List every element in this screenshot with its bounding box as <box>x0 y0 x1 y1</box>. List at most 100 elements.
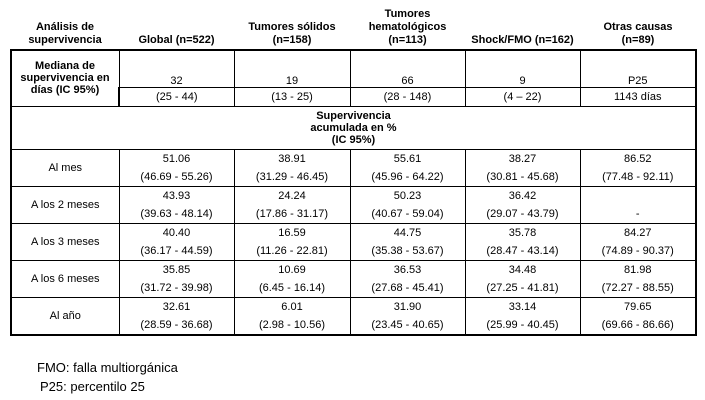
table-cell: 36.53 (27.68 - 45.41) <box>349 259 466 298</box>
header-global: Global (n=522) <box>119 8 234 51</box>
header-hematologic-tumors: Tumores hematológicos (n=113) <box>350 8 465 51</box>
median-value: 66 <box>349 49 466 88</box>
table-cell: 86.52 (77.48 - 92.11) <box>579 148 697 187</box>
cell-ci: (40.67 - 59.04) <box>371 207 444 220</box>
table-cell: 10.69 (6.45 - 16.14) <box>233 259 351 298</box>
cell-ci: (29.07 - 43.79) <box>486 207 559 220</box>
median-ci: (4 – 22) <box>464 86 581 107</box>
cell-ci: (77.48 - 92.11) <box>602 170 674 183</box>
table-cell: 51.06 (46.69 - 55.26) <box>118 148 235 187</box>
cell-ci: (46.69 - 55.26) <box>140 170 213 183</box>
cell-value: 43.93 <box>162 189 191 202</box>
median-ci: 1143 días <box>579 86 697 107</box>
table-cell: 38.91 (31.29 - 46.45) <box>233 148 351 187</box>
median-ci: (13 - 25) <box>233 86 351 107</box>
table-cell: 38.27 (30.81 - 45.68) <box>464 148 581 187</box>
cell-value: 32.61 <box>162 300 191 313</box>
cell-ci: (17.86 - 31.17) <box>255 207 329 220</box>
median-value: 19 <box>233 49 351 88</box>
cell-ci: (31.29 - 46.45) <box>255 170 329 183</box>
table-row: A los 2 meses 43.93 (39.63 - 48.14) 24.2… <box>10 185 697 224</box>
median-ci: (28 - 148) <box>349 86 466 107</box>
median-row-values: Mediana de supervivencia en días (IC 95%… <box>10 49 697 107</box>
table-cell: 6.01 (2.98 - 10.56) <box>233 296 351 336</box>
table-cell: 35.85 (31.72 - 39.98) <box>118 259 235 298</box>
cell-value: 40.40 <box>162 226 191 239</box>
median-value: 32 <box>118 49 235 88</box>
cell-value: 24.24 <box>278 189 306 202</box>
cell-ci: (69.66 - 86.66) <box>601 318 674 331</box>
header-solid-tumors: Tumores sólidos (n=158) <box>234 8 350 51</box>
cell-value: 86.52 <box>623 152 652 165</box>
table-cell: 24.24 (17.86 - 31.17) <box>233 185 351 224</box>
cell-value: 6.01 <box>281 300 303 313</box>
median-value: P25 <box>579 49 697 88</box>
table-cell: 36.42 (29.07 - 43.79) <box>464 185 581 224</box>
cell-ci: (39.63 - 48.14) <box>140 207 213 220</box>
table-cell: 79.65 (69.66 - 86.66) <box>579 296 697 336</box>
table-header: Análisis de supervivencia Global (n=522)… <box>11 8 696 51</box>
header-other-causes: Otras causas (n=89) <box>580 8 696 51</box>
cell-ci: (2.98 - 10.56) <box>258 318 326 331</box>
cell-value: 33.14 <box>508 300 537 313</box>
footnotes: FMO: falla multiorgánica P25: percentilo… <box>37 358 178 396</box>
table-cell: 40.40 (36.17 - 44.59) <box>118 222 235 261</box>
table-cell: 50.23 (40.67 - 59.04) <box>349 185 466 224</box>
cell-ci: (74.89 - 90.37) <box>601 244 674 257</box>
table-row: Al año 32.61 (28.59 - 36.68) 6.01 (2.98 … <box>10 296 697 336</box>
cell-ci: (45.96 - 64.22) <box>371 170 444 183</box>
cell-ci: (28.59 - 36.68) <box>140 318 213 331</box>
cell-value: 35.78 <box>508 226 537 239</box>
table-cell: 16.59 (11.26 - 22.81) <box>233 222 351 261</box>
cell-ci: (25.99 - 40.45) <box>486 318 559 331</box>
row-label: A los 6 meses <box>10 259 120 298</box>
cell-value: 84.27 <box>623 226 652 239</box>
row-label: A los 3 meses <box>10 222 120 261</box>
cell-ci: (23.45 - 40.65) <box>371 318 444 331</box>
median-row-cis: (25 - 44) (13 - 25) (28 - 148) (4 – 22) … <box>11 86 697 107</box>
table-cell: 81.98 (72.27 - 88.55) <box>579 259 697 298</box>
table-cell: 31.90 (23.45 - 40.65) <box>349 296 466 336</box>
cell-value: 79.65 <box>623 300 652 313</box>
cell-ci: (31.72 - 39.98) <box>140 281 213 294</box>
cell-value: 81.98 <box>623 263 652 276</box>
header-shock-fmo: Shock/FMO (n=162) <box>465 8 580 51</box>
survival-table: Análisis de supervivencia Global (n=522)… <box>10 8 697 336</box>
cell-value: 36.53 <box>393 263 422 276</box>
table-row: A los 6 meses 35.85 (31.72 - 39.98) 10.6… <box>10 259 697 298</box>
cell-value: 34.48 <box>508 263 537 276</box>
cell-ci: (27.68 - 45.41) <box>371 281 444 294</box>
cell-value: 16.59 <box>278 226 306 239</box>
row-label: A los 2 meses <box>10 185 120 224</box>
cell-ci: (35.38 - 53.67) <box>371 244 444 257</box>
cell-ci: (27.25 - 41.81) <box>486 281 559 294</box>
cell-value: 10.69 <box>278 263 306 276</box>
header-row: Análisis de supervivencia Global (n=522)… <box>11 8 696 51</box>
cell-ci: - <box>635 207 640 220</box>
cell-value: 51.06 <box>162 152 191 165</box>
cell-ci: (30.81 - 45.68) <box>486 170 559 183</box>
table-cell: 84.27 (74.89 - 90.37) <box>579 222 697 261</box>
cell-ci: (6.45 - 16.14) <box>258 281 326 294</box>
median-value: 9 <box>464 49 581 88</box>
cell-value: 31.90 <box>393 300 422 313</box>
table-row: A los 3 meses 40.40 (36.17 - 44.59) 16.5… <box>10 222 697 261</box>
table-cell: 32.61 (28.59 - 36.68) <box>118 296 235 336</box>
cell-ci: (72.27 - 88.55) <box>601 281 674 294</box>
table-cell: - <box>579 185 697 224</box>
row-label: Al año <box>10 296 120 336</box>
table-cell: 33.14 (25.99 - 40.45) <box>464 296 581 336</box>
section-header-row: Supervivencia acumulada en % (IC 95%) <box>10 105 697 150</box>
cell-value: 36.42 <box>508 189 537 202</box>
cell-value: 38.91 <box>278 152 306 165</box>
footnote-p25: P25: percentilo 25 <box>40 379 145 394</box>
cell-value: 35.85 <box>162 263 191 276</box>
row-label: Al mes <box>10 148 120 187</box>
cell-value <box>581 187 694 205</box>
table-body: Mediana de supervivencia en días (IC 95%… <box>10 49 697 336</box>
table-cell: 34.48 (27.25 - 41.81) <box>464 259 581 298</box>
section-header-cell: Supervivencia acumulada en % (IC 95%) <box>10 105 697 150</box>
table-cell: 35.78 (28.47 - 43.14) <box>464 222 581 261</box>
cell-ci: (28.47 - 43.14) <box>486 244 559 257</box>
